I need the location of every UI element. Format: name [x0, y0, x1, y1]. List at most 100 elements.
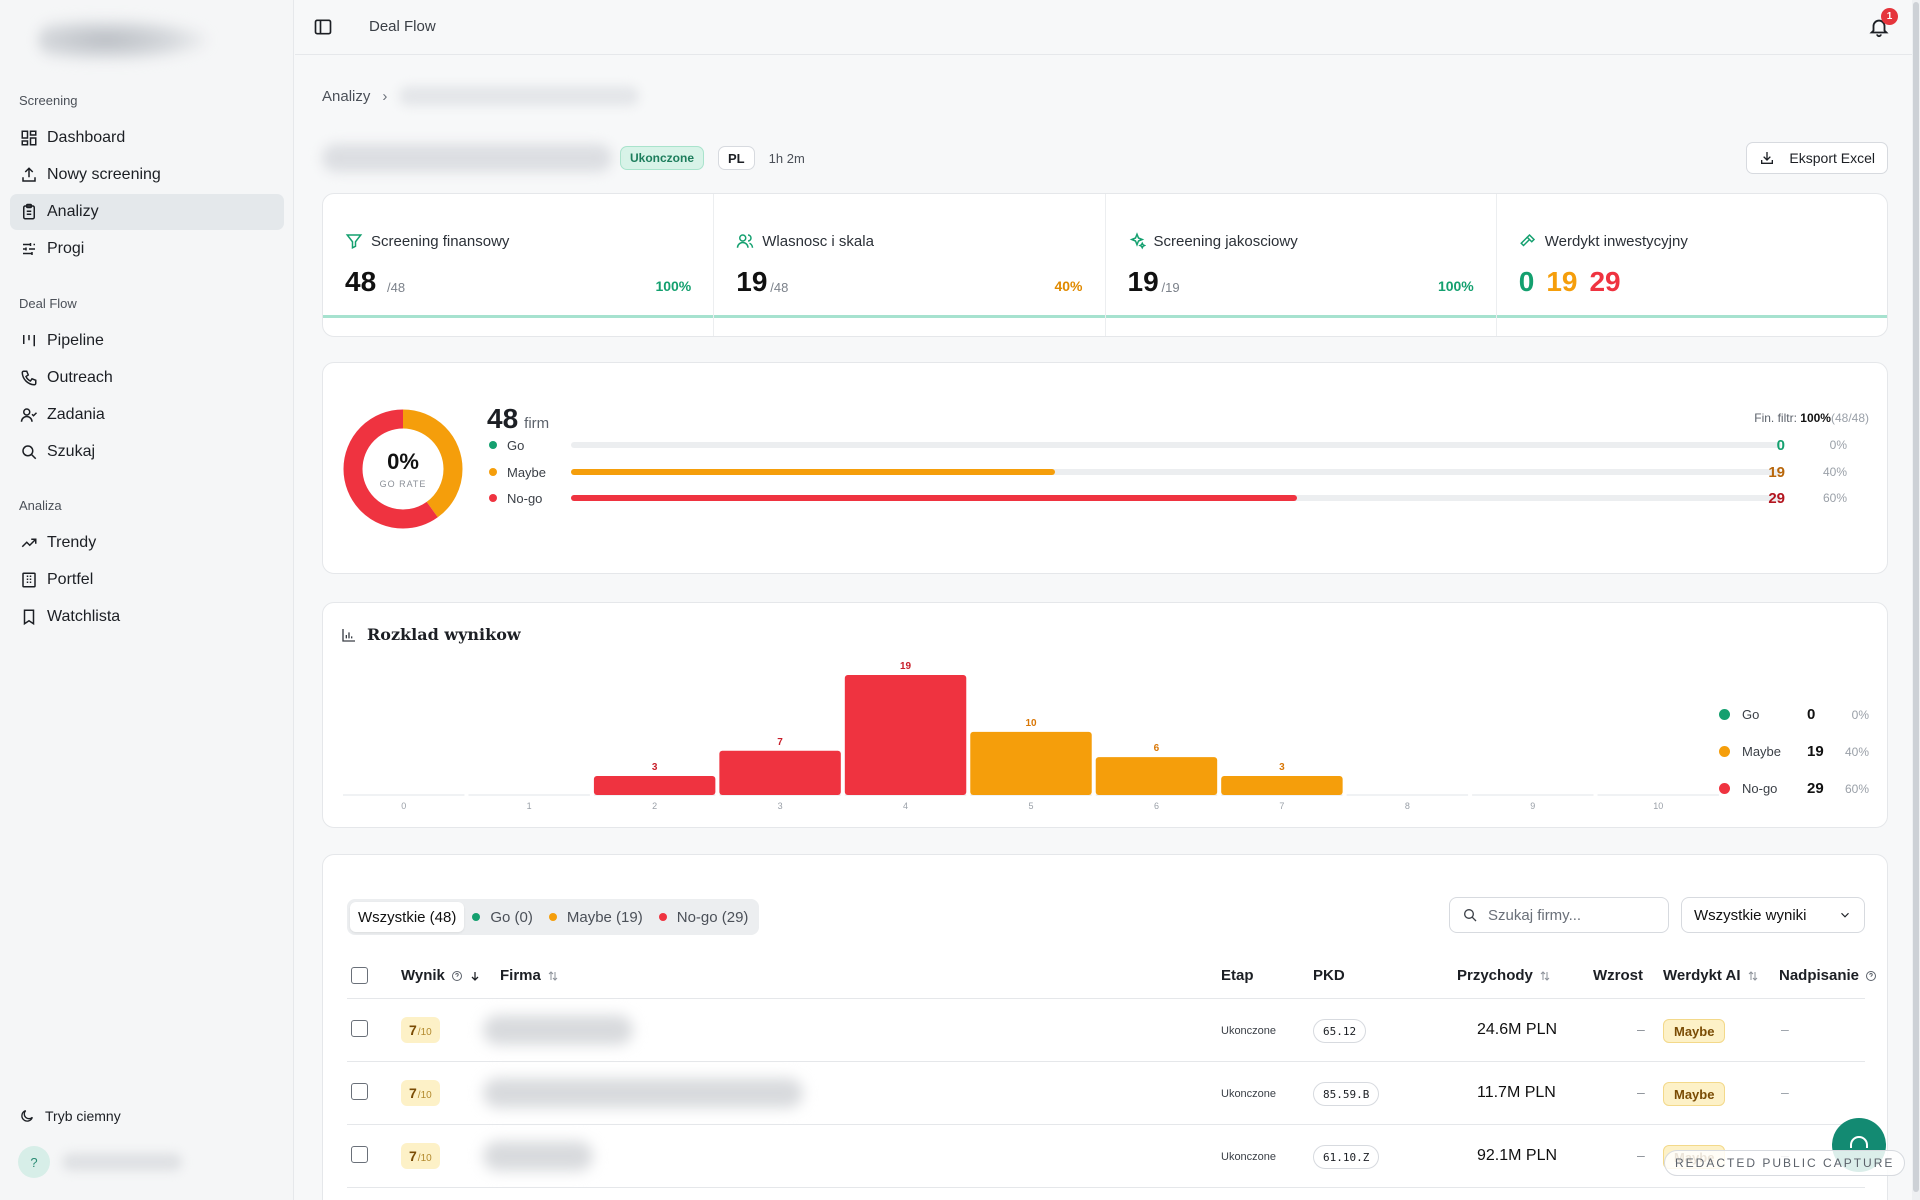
revenue-cell: 24.6M PLN [1477, 1021, 1558, 1038]
row-checkbox[interactable] [351, 1146, 368, 1163]
pkd-chip: 61.10.Z [1313, 1145, 1380, 1169]
export-excel-button[interactable]: Eksport Excel [1746, 142, 1888, 174]
stage-denominator: /19 [1161, 280, 1180, 295]
histogram-bar[interactable] [1221, 776, 1343, 795]
fin-filter: Fin. filtr: 100%(48/48) [1754, 411, 1869, 425]
table-row[interactable]: 7/10 Ukonczone 61.10.Z 92.1M PLN – Maybe… [347, 1125, 1865, 1188]
progress-fill [571, 469, 1055, 475]
filter-icon [345, 234, 363, 249]
tab-go[interactable]: Go (0) [464, 902, 541, 932]
pkd-chip: 65.12 [1313, 1019, 1367, 1043]
search-icon [1464, 909, 1477, 922]
stage-denominator: /48 [387, 280, 406, 295]
sidebar-item-search[interactable]: Szukaj [10, 434, 284, 470]
sidebar-item-outreach[interactable]: Outreach [10, 360, 284, 396]
col-stage: Etap [1221, 967, 1254, 984]
sidebar-item-portfolio[interactable]: Portfel [10, 562, 284, 598]
go-rate-value: 0% [387, 449, 419, 474]
tab-nogo[interactable]: No-go (29) [651, 902, 757, 932]
table-header: Wynik Firma Etap PKD Przychody Wzrost We… [347, 955, 1877, 999]
col-label: Wynik [401, 967, 445, 984]
verdict-label: Maybe [507, 464, 547, 480]
col-override: Nadpisanie [1779, 967, 1877, 984]
sidebar-item-new-screening[interactable]: Nowy screening [10, 157, 284, 193]
stage-cell: Ukonczone [1221, 1151, 1277, 1163]
override-cell: – [1781, 1084, 1789, 1100]
sidebar-item-trends[interactable]: Trendy [10, 525, 284, 561]
verdict-label: Go [507, 437, 525, 453]
col-label: Nadpisanie [1779, 967, 1860, 984]
analysis-header: Ukonczone PL 1h 2m Eksport Excel [322, 140, 1888, 176]
col-company[interactable]: Firma [500, 967, 559, 984]
tab-all[interactable]: Wszystkie (48) [350, 902, 465, 932]
moon-icon [21, 1110, 33, 1122]
results-filter-select[interactable]: Wszystkie wyniki [1681, 897, 1865, 933]
sidebar-item-pipeline[interactable]: Pipeline [10, 323, 284, 359]
table-row[interactable]: 7/10 Ukonczone 65.12 24.6M PLN – Maybe – [347, 999, 1865, 1062]
x-tick-label: 8 [1405, 801, 1410, 811]
verdict-percent: 40% [1822, 465, 1847, 479]
verdict-summary: 0% GO RATE 48 firm Fin. filtr: 100%(48/4… [322, 362, 1888, 574]
col-label: Werdykt AI [1663, 967, 1741, 984]
fin-filter-value: 100% [1800, 411, 1831, 425]
legend-percent: 60% [1844, 781, 1869, 796]
stage-denominator: /48 [770, 280, 789, 295]
user-menu[interactable]: ? [18, 1146, 182, 1178]
select-all-checkbox[interactable] [351, 967, 368, 984]
verdict-maybe-count: 19 [1546, 266, 1578, 297]
chat-icon [1850, 1136, 1868, 1148]
upload-icon [22, 167, 36, 182]
status-badge: Ukonczone [620, 146, 705, 170]
stage-cell: Ukonczone [1221, 1088, 1277, 1100]
stage-title: Wlasnosc i skala [762, 232, 874, 250]
scrollbar-thumb[interactable] [1913, 2, 1919, 1192]
sidebar-item-dashboard[interactable]: Dashboard [10, 120, 284, 156]
histogram-bar[interactable] [970, 731, 1092, 795]
sidebar-item-analyses[interactable]: Analizy [10, 194, 284, 230]
search-input[interactable] [1488, 906, 1658, 924]
tab-maybe[interactable]: Maybe (19) [541, 902, 651, 932]
histogram-bar[interactable] [719, 750, 841, 795]
histogram-bar[interactable] [844, 675, 967, 795]
bookmark-icon [23, 609, 35, 626]
stage-ownership: Wlasnosc i skala 19 /48 40% [714, 194, 1106, 336]
bar-value-label: 3 [652, 762, 658, 773]
revenue-cell: 11.7M PLN [1477, 1084, 1556, 1101]
distribution-header: Rozklad wynikow [341, 625, 521, 644]
sidebar-item-label: Portfel [47, 571, 94, 588]
growth-cell: – [1637, 1147, 1645, 1163]
sidebar-item-watchlist[interactable]: Watchlista [10, 599, 284, 635]
col-label: Etap [1221, 967, 1254, 984]
nav-group-analysis: Analiza [19, 498, 62, 513]
go-rate-label: GO RATE [379, 479, 427, 489]
verdict-row-go: Go 0 0% [489, 435, 1869, 455]
sidebar-item-label: Zadania [47, 406, 105, 423]
row-checkbox[interactable] [351, 1083, 368, 1100]
table-row[interactable]: 7/10 Ukonczone 85.59.B 11.7M PLN – Maybe… [347, 1062, 1865, 1125]
sidebar-item-tasks[interactable]: Zadania [10, 397, 284, 433]
sidebar-item-thresholds[interactable]: Progi [10, 231, 284, 267]
row-checkbox[interactable] [351, 1020, 368, 1037]
verdict-go-count: 0 [1518, 266, 1535, 297]
col-revenue[interactable]: Przychody [1457, 967, 1551, 984]
stage-value: 19 [736, 266, 768, 297]
page-scrollbar[interactable] [1912, 0, 1920, 1200]
bar-value-label: 10 [1025, 718, 1037, 729]
breadcrumb: Analizy › [322, 86, 640, 106]
col-score[interactable]: Wynik [401, 967, 481, 984]
notification-badge: 1 [1881, 8, 1898, 25]
score-max: /10 [417, 1153, 432, 1164]
sparkles-icon [1129, 232, 1146, 250]
tab-label: Wszystkie (48) [358, 908, 457, 926]
stage-title: Screening jakosciowy [1153, 232, 1298, 250]
chevron-right-icon: › [382, 87, 388, 105]
breadcrumb-root[interactable]: Analizy [322, 87, 371, 105]
col-verdict[interactable]: Werdykt AI [1663, 967, 1759, 984]
legend-dot [489, 494, 497, 502]
sidebar-item-label: Trendy [47, 534, 97, 551]
score-badge: 7/10 [401, 1017, 440, 1043]
sidebar-toggle-icon[interactable] [313, 17, 333, 37]
dark-mode-toggle[interactable]: Tryb ciemny [19, 1108, 121, 1124]
histogram-bar[interactable] [593, 776, 716, 795]
histogram-bar[interactable] [1095, 757, 1218, 795]
